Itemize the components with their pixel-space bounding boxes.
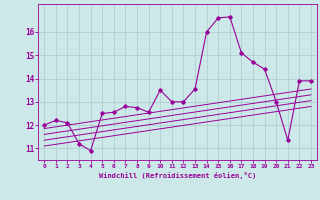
- X-axis label: Windchill (Refroidissement éolien,°C): Windchill (Refroidissement éolien,°C): [99, 172, 256, 179]
